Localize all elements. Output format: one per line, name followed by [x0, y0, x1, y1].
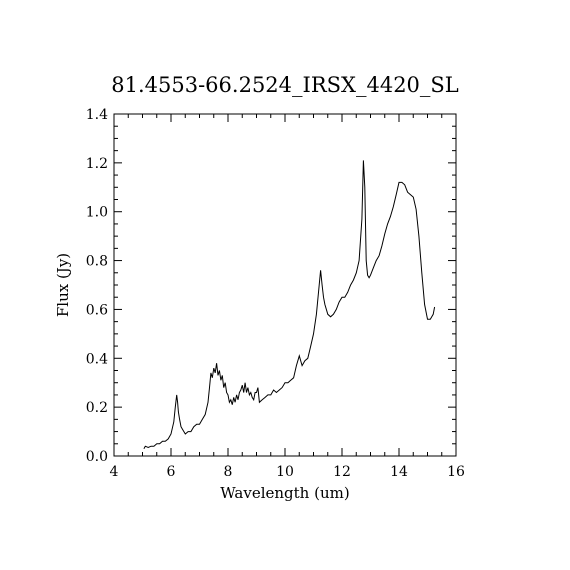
axis-ticks	[113, 113, 457, 457]
y-tick-label: 0.4	[86, 351, 108, 367]
x-tick-label: 12	[333, 464, 351, 480]
y-tick-labels: 0.0 0.2 0.4 0.6 0.8 1.0 1.2 1.4	[86, 107, 108, 465]
y-tick-label: 0.8	[86, 254, 108, 270]
x-tick-labels: 4 6 8 10 12 14 16	[110, 464, 465, 480]
y-tick-label: 1.4	[86, 107, 108, 123]
y-tick-label: 0.6	[86, 302, 108, 318]
x-axis-label: Wavelength (um)	[220, 484, 349, 502]
x-tick-label: 16	[447, 464, 465, 480]
x-tick-label: 14	[390, 464, 408, 480]
x-tick-label: 8	[224, 464, 233, 480]
flux-series-line	[143, 160, 436, 449]
y-tick-label: 1.2	[86, 156, 108, 172]
y-tick-label: 1.0	[86, 205, 108, 221]
x-tick-label: 10	[276, 464, 294, 480]
y-axis-label: Flux (Jy)	[54, 253, 72, 317]
y-tick-label: 0.0	[86, 449, 108, 465]
chart-title: 81.4553-66.2524_IRSX_4420_SL	[111, 73, 459, 97]
x-tick-label: 4	[110, 464, 119, 480]
x-tick-label: 6	[167, 464, 176, 480]
y-tick-label: 0.2	[86, 400, 108, 416]
